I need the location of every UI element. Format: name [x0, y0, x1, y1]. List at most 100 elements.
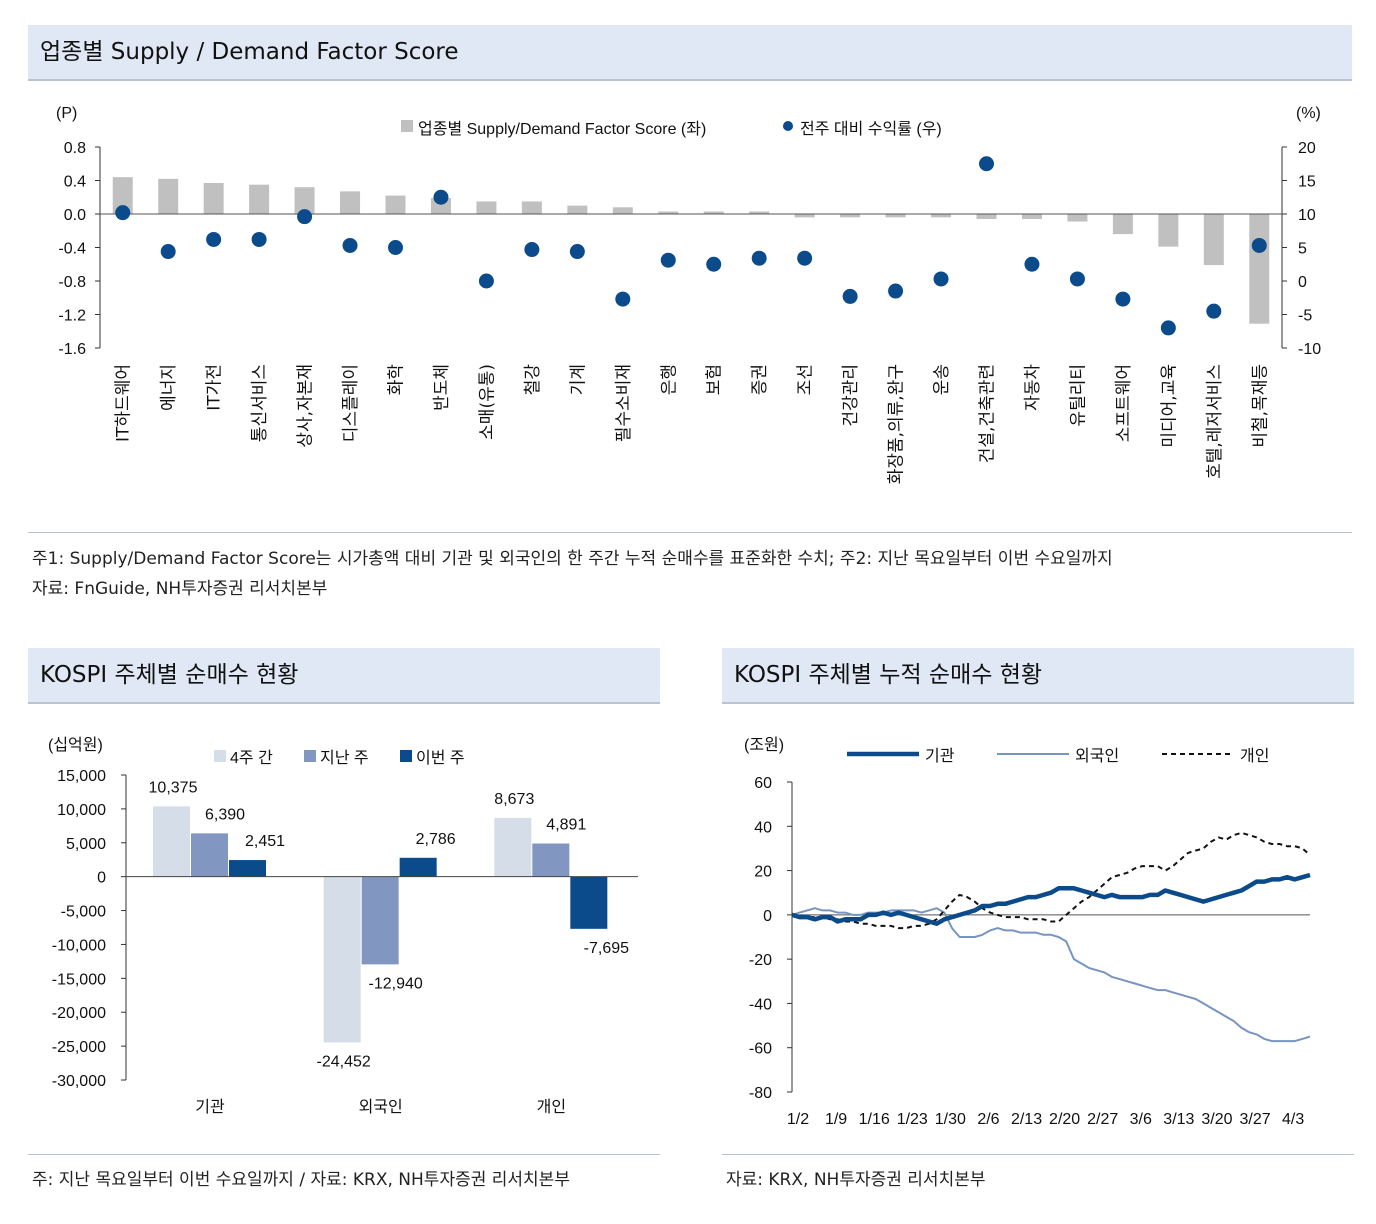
x-tick-label: 1/9: [825, 1111, 847, 1128]
category-label: 보험: [705, 364, 725, 395]
data-label: 10,375: [149, 779, 198, 796]
return-dot-미디어,교육: [1160, 320, 1176, 336]
x-tick-label: 2/20: [1049, 1111, 1080, 1128]
right-tick-label: 15: [1298, 174, 1316, 191]
score-bar-상사,자본재: [294, 187, 315, 214]
return-dot-필수소비재: [615, 291, 631, 307]
score-bar-철강: [521, 201, 542, 214]
y-tick-label: -20,000: [52, 1005, 106, 1022]
return-dot-화학: [388, 240, 403, 255]
category-label: 반도체: [432, 364, 452, 411]
category-label: 디스플레이: [341, 364, 361, 442]
return-dot-소매(유통): [478, 273, 494, 289]
data-label: -7,695: [584, 940, 629, 957]
x-tick-label: 1/2: [787, 1111, 809, 1128]
category-label: 미디어,교육: [1159, 364, 1179, 448]
data-label: 6,390: [205, 806, 245, 823]
category-label: 기관: [195, 1098, 225, 1116]
y-tick-label: -20: [749, 952, 772, 969]
category-label: 상사,자본재: [296, 364, 316, 448]
y-tick-label: 60: [754, 775, 772, 792]
score-bar-증권: [749, 211, 770, 214]
x-tick-label: 3/13: [1163, 1111, 1194, 1128]
series-line-개인: [792, 831, 1311, 930]
legend-label: 4주 간: [230, 749, 273, 767]
left-unit-label: (P): [56, 105, 77, 122]
category-label: IT가전: [205, 364, 225, 411]
legend-swatch-1: [304, 750, 316, 762]
category-label: 필수소비재: [614, 364, 634, 442]
return-dot-증권: [751, 250, 767, 266]
y-tick-label: 20: [754, 864, 772, 881]
top-panel-rule: [28, 532, 1352, 533]
score-bar-화학: [385, 195, 406, 214]
score-bar-보험: [703, 211, 724, 214]
category-label: 운송: [932, 364, 952, 395]
y-tick-label: 0: [763, 908, 772, 925]
x-tick-label: 1/16: [859, 1111, 890, 1128]
return-dot-유틸리티: [1069, 271, 1085, 287]
score-bar-에너지: [158, 178, 179, 214]
top-note-1: 주1: Supply/Demand Factor Score는 시가총액 대비 …: [32, 549, 1113, 569]
x-tick-label: 3/20: [1201, 1111, 1232, 1128]
return-dot-건강관리: [842, 288, 858, 304]
return-dot-통신서비스: [251, 231, 267, 247]
left-tick-label: 0.0: [64, 207, 86, 224]
net-buy-bar-기관-4주 간: [153, 806, 190, 877]
category-label: 소매(유통): [477, 364, 497, 440]
score-bar-호텔,레저서비스: [1203, 214, 1224, 266]
y-tick-label: 10,000: [57, 802, 106, 819]
score-bar-건강관리: [840, 214, 861, 218]
y-tick-label: -25,000: [52, 1039, 106, 1056]
legend-label: 이번 주: [416, 749, 465, 767]
category-label: 소프트웨어: [1114, 364, 1134, 442]
category-label: 에너지: [159, 364, 179, 411]
data-label: 4,891: [546, 817, 586, 834]
net-buy-bar-외국인-지난 주: [361, 876, 399, 965]
y-tick-label: -60: [749, 1041, 772, 1058]
data-label: -24,452: [317, 1053, 371, 1070]
category-label: IT하드웨어: [114, 364, 134, 442]
score-bar-IT하드웨어: [112, 177, 133, 214]
category-label: 기계: [568, 364, 588, 395]
x-tick-label: 4/3: [1282, 1111, 1304, 1128]
x-tick-label: 2/6: [977, 1111, 999, 1128]
left-tick-label: -1.2: [58, 308, 86, 325]
score-bar-미디어,교육: [1158, 214, 1179, 247]
return-dot-조선: [797, 250, 813, 266]
return-dot-호텔,레저서비스: [1206, 303, 1222, 319]
data-label: 8,673: [494, 791, 534, 808]
net-buy-bar-개인-4주 간: [494, 817, 532, 877]
return-dot-철강: [524, 242, 540, 258]
return-dot-기계: [569, 244, 585, 260]
unit-label: (조원): [744, 736, 784, 754]
net-buy-bar-기관-지난 주: [191, 833, 228, 877]
return-dot-반도체: [433, 189, 449, 205]
score-bar-소매(유통): [476, 201, 497, 214]
category-label: 은행: [659, 364, 679, 395]
y-tick-label: -80: [749, 1085, 772, 1102]
y-tick-label: -30,000: [52, 1073, 106, 1090]
right-tick-label: 5: [1298, 241, 1307, 258]
cumulative-net-buy-chart: (조원) 기관 외국인 개인 60 40 20 0 -20 -40 -60 -80 1/2 1/9 1/16…: [744, 736, 1311, 1128]
y-tick-label: 15,000: [57, 768, 106, 785]
data-label: -12,940: [369, 975, 423, 992]
score-bar-비철,목재등: [1249, 214, 1270, 324]
score-bar-운송: [931, 214, 952, 218]
right-tick-label: 20: [1298, 140, 1316, 157]
net-buy-bar-기관-이번 주: [229, 860, 266, 877]
category-label: 철강: [523, 364, 543, 396]
net-buy-bar-외국인-4주 간: [323, 876, 361, 1043]
category-label: 비철,목재등: [1250, 364, 1270, 448]
category-label: 건설,건축관련: [978, 364, 998, 463]
data-label: 2,451: [245, 833, 285, 850]
y-tick-label: -10,000: [52, 937, 106, 954]
legend-swatch-2: [400, 750, 412, 762]
score-bar-디스플레이: [340, 191, 361, 214]
net-buy-panel-rule: [28, 1154, 660, 1155]
score-bar-소프트웨어: [1112, 214, 1133, 235]
y-tick-label: -40: [749, 996, 772, 1013]
return-dot-비철,목재등: [1251, 237, 1267, 253]
return-dot-자동차: [1024, 256, 1040, 272]
y-tick-label: -15,000: [52, 971, 106, 988]
